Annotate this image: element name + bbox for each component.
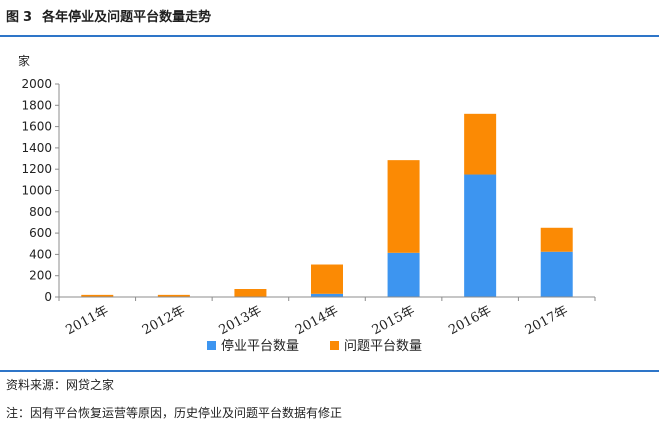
- legend-label-0: 停业平台数量: [221, 338, 299, 354]
- y-tick-label: 1200: [21, 162, 52, 176]
- source-text: 资料来源：网贷之家: [6, 378, 115, 392]
- bar-problem-2: [234, 289, 267, 297]
- y-tick-label: 200: [29, 269, 52, 283]
- bar-problem-5: [464, 113, 497, 175]
- y-axis-unit: 家: [18, 53, 30, 68]
- y-tick-label: 1800: [21, 98, 52, 112]
- x-tick-label: 2013年: [217, 303, 265, 338]
- y-tick-label: 1600: [21, 120, 52, 134]
- note-text: 注：因有平台恢复运营等原因，历史停业及问题平台数据有修正: [6, 406, 343, 420]
- bar-problem-4: [387, 160, 420, 253]
- bar-problem-6: [540, 227, 573, 252]
- legend-swatch-0: [207, 341, 216, 350]
- legend-swatch-1: [330, 341, 339, 350]
- y-tick-label: 600: [29, 226, 52, 240]
- figure-title-text: 各年停业及问题平台数量走势: [42, 10, 212, 25]
- x-tick-label: 2011年: [63, 303, 111, 338]
- legend-label-1: 问题平台数量: [344, 339, 422, 354]
- bar-closed-4: [387, 252, 420, 297]
- y-tick-label: 1000: [21, 184, 52, 198]
- bar-closed-6: [540, 251, 573, 297]
- x-tick-label: 2014年: [293, 303, 341, 338]
- y-tick-label: 800: [29, 205, 52, 219]
- y-tick-label: 0: [44, 290, 52, 304]
- y-tick-label: 400: [29, 247, 52, 261]
- y-tick-label: 2000: [21, 77, 52, 91]
- bar-closed-3: [311, 293, 343, 297]
- figure-label: 图: [6, 10, 20, 25]
- x-tick-label: 2012年: [140, 303, 188, 338]
- bar-problem-3: [311, 264, 343, 294]
- figure-title: 图 3 各年停业及问题平台数量走势: [6, 6, 211, 25]
- y-tick-label: 1400: [21, 141, 52, 155]
- bar-closed-5: [464, 174, 497, 297]
- x-tick-label: 2015年: [370, 303, 418, 338]
- stacked-bar-chart: 家 0 200 400 600 800 1000 1200 1400 1600 1800 2000 20…: [18, 53, 596, 354]
- top-rule: [0, 35, 659, 37]
- x-tick-label: 2016年: [446, 303, 494, 338]
- figure-number: 3: [23, 10, 33, 25]
- bottom-rule: [0, 370, 659, 372]
- bar-problem-1: [157, 294, 190, 297]
- bar-problem-0: [81, 294, 114, 297]
- x-tick-label: 2017年: [523, 303, 571, 338]
